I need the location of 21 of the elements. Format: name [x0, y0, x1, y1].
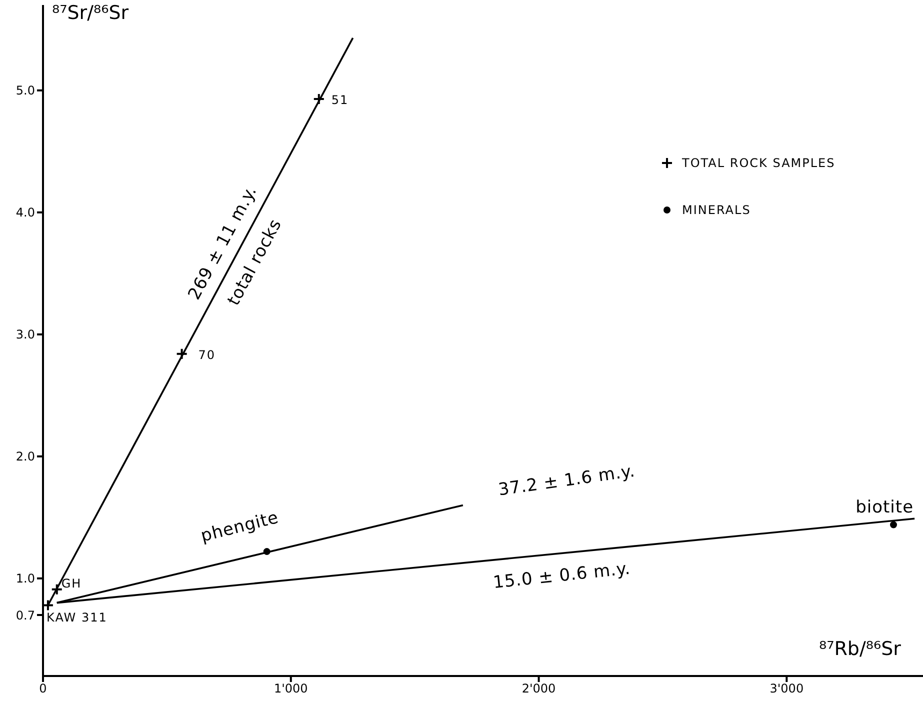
y-tick-label: 4.0: [16, 206, 35, 220]
annotation: KAW 311: [46, 610, 108, 624]
annotation: 51: [331, 93, 349, 108]
x-axis-title: ⁸⁷Rb/⁸⁶Sr: [818, 638, 901, 660]
y-tick-label: 0.7: [16, 608, 35, 622]
annotation: 70: [198, 348, 216, 362]
x-tick-label: 0: [39, 682, 47, 696]
x-tick-label: 3'000: [770, 682, 804, 696]
y-axis-title: ⁸⁷Sr/⁸⁶Sr: [52, 2, 129, 24]
y-tick-label: 5.0: [16, 84, 35, 98]
x-tick-label: 2'000: [522, 682, 556, 696]
y-tick-label: 2.0: [16, 450, 35, 464]
legend-label: TOTAL ROCK SAMPLES: [682, 156, 836, 170]
y-tick-label: 1.0: [16, 572, 35, 586]
annotation: GH: [61, 576, 82, 590]
annotation: 37.2 ± 1.6 m.y.: [497, 461, 636, 500]
x-tick-label: 1'000: [274, 682, 308, 696]
annotation: biotite: [856, 498, 914, 518]
legend-label: MINERALS: [682, 202, 751, 216]
y-tick-label: 3.0: [16, 328, 35, 342]
annotation: 15.0 ± 0.6 m.y.: [492, 558, 632, 594]
